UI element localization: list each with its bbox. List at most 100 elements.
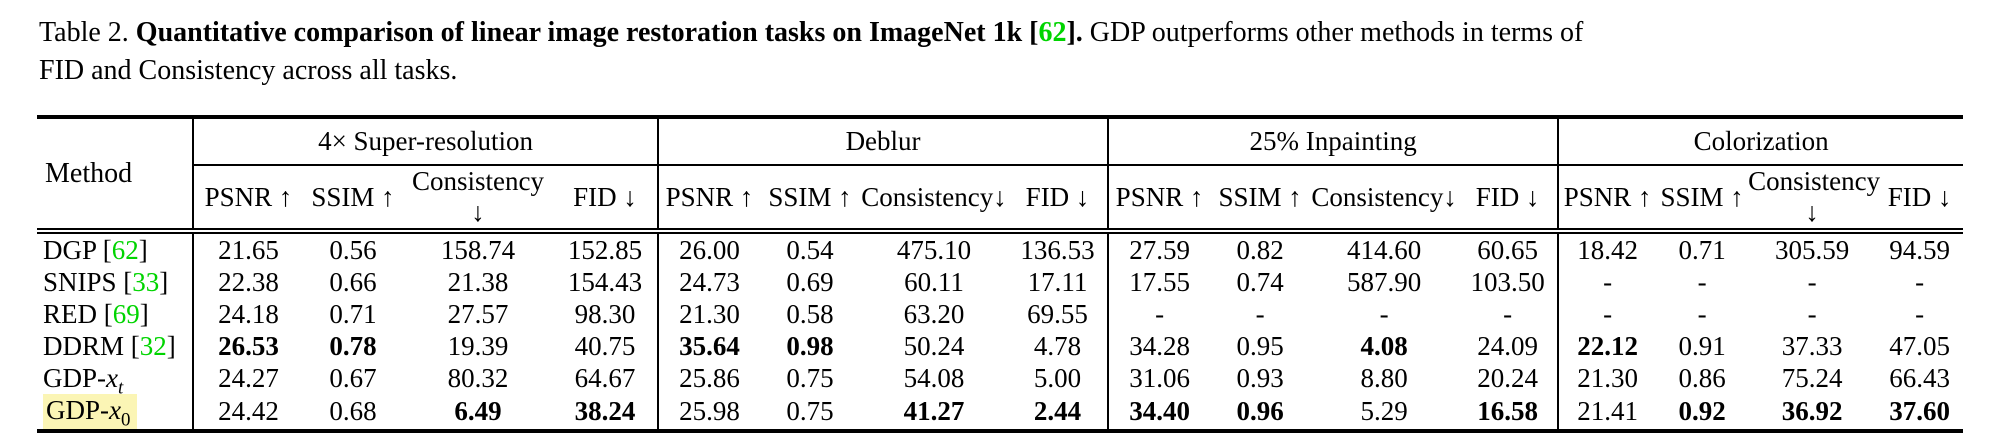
value-cell: 5.29: [1360, 396, 1408, 426]
caption-label: Table 2.: [39, 17, 136, 48]
table-caption: Table 2. Quantitative comparison of line…: [39, 14, 1963, 90]
value-cell: 27.59: [1107, 231, 1211, 266]
value-cell: 24.18: [192, 298, 303, 330]
method-label-text: DDRM [32]: [43, 330, 176, 361]
value-cell: -: [1379, 298, 1389, 329]
value-cell: 0.66: [329, 266, 377, 297]
value-cell: -: [1915, 298, 1925, 329]
value-cell: 2.44: [1033, 396, 1082, 426]
results-table: Method 4× Super-resolution Deblur 25% In…: [37, 115, 1964, 433]
value-cell: 22.12: [1557, 330, 1657, 362]
method-label: DGP [62]: [37, 231, 193, 266]
metric-header-row: PSNR ↑ SSIM ↑ Consistency ↓ FID ↓ PSNR ↑…: [37, 165, 1964, 234]
value-cell: 0.86: [1678, 362, 1726, 393]
metric-header-fid: FID ↓: [1876, 165, 1964, 234]
table-row: GDP-x0 24.42 0.68 6.49 38.24 25.98 0.75 41.27 2.…: [37, 394, 1963, 431]
citation-link: 69: [112, 298, 140, 329]
value-cell: 94.59: [1889, 234, 1951, 265]
value-cell: 0.71: [329, 298, 377, 329]
group-header-inpainting: 25% Inpainting: [1107, 117, 1559, 166]
value-cell: 20.24: [1477, 362, 1538, 393]
group-header-colorization: Colorization: [1557, 117, 1964, 166]
value-cell: 18.42: [1557, 231, 1657, 266]
value-cell: 47.05: [1889, 330, 1951, 361]
value-cell: 0.71: [1678, 234, 1726, 265]
value-cell: -: [1557, 266, 1657, 298]
value-cell: -: [1697, 266, 1707, 297]
method-label-highlighted: GDP-x0: [43, 394, 138, 429]
value-cell: 103.50: [1470, 266, 1545, 297]
value-cell: 21.30: [657, 298, 761, 330]
value-cell: 0.75: [786, 362, 834, 393]
value-cell: 75.24: [1781, 362, 1843, 393]
value-cell: 21.30: [1557, 362, 1657, 394]
value-cell: 25.86: [657, 362, 761, 394]
value-cell: 21.38: [447, 266, 509, 297]
value-cell: 0.54: [786, 234, 834, 265]
value-cell: 54.08: [903, 362, 965, 393]
value-cell: 26.00: [657, 231, 761, 266]
value-cell: 414.60: [1346, 234, 1422, 265]
metric-header-consistency: Consistency↓: [860, 165, 1009, 234]
value-cell: -: [1107, 298, 1211, 330]
value-cell: 66.43: [1889, 362, 1951, 393]
value-cell: 0.92: [1678, 396, 1726, 426]
table-row: RED [69] 24.18 0.71 27.57 98.30 21.30 0.58 63.2…: [37, 298, 1963, 330]
value-cell: 0.78: [329, 330, 377, 361]
citation-link: 33: [132, 266, 160, 297]
value-cell: 24.73: [657, 266, 761, 298]
method-label-text: DGP [62]: [43, 234, 148, 265]
metric-header-psnr: PSNR ↑: [1557, 165, 1657, 234]
value-cell: 6.49: [454, 396, 502, 426]
metric-header-psnr: PSNR ↑: [192, 165, 303, 234]
table-row: DGP [62] 21.65 0.56 158.74 152.85 26.00 0.54 47…: [37, 231, 1963, 266]
value-cell: 34.40: [1107, 394, 1211, 431]
method-label-text: RED [69]: [43, 298, 149, 329]
metric-header-consistency: Consistency↓: [1310, 165, 1459, 234]
value-cell: 37.60: [1889, 396, 1951, 426]
caption-text-line1: GDP outperforms other methods in terms o…: [1082, 17, 1584, 48]
metric-header-consistency: Consistency ↓: [1748, 165, 1880, 234]
value-cell: 0.56: [329, 234, 377, 265]
value-cell: 4.08: [1360, 330, 1408, 361]
value-cell: -: [1807, 266, 1817, 297]
value-cell: 38.24: [574, 396, 636, 426]
value-cell: 34.28: [1107, 330, 1211, 362]
value-cell: 17.11: [1027, 266, 1088, 297]
value-cell: 16.58: [1477, 396, 1538, 426]
value-cell: 64.67: [574, 362, 636, 393]
value-cell: 475.10: [896, 234, 972, 265]
method-column-header: Method: [37, 117, 193, 234]
table-row: SNIPS [33] 22.38 0.66 21.38 154.43 24.73 0.69 6…: [37, 266, 1963, 298]
value-cell: -: [1915, 266, 1925, 297]
value-cell: -: [1503, 298, 1513, 329]
value-cell: 60.11: [904, 266, 964, 297]
value-cell: 40.75: [574, 330, 636, 361]
value-cell: 21.41: [1557, 394, 1657, 431]
value-cell: -: [1255, 298, 1265, 329]
metric-header-fid: FID ↓: [553, 165, 659, 234]
value-cell: 21.65: [192, 231, 303, 266]
metric-header-psnr: PSNR ↑: [1107, 165, 1211, 234]
value-cell: 8.80: [1360, 362, 1408, 393]
table-row: DDRM [32] 26.53 0.78 19.39 40.75 35.64 0.98 50.…: [37, 330, 1963, 362]
value-cell: -: [1697, 298, 1707, 329]
citation-link: 62: [1038, 17, 1067, 48]
caption-text-line2: FID and Consistency across all tasks.: [39, 55, 458, 86]
value-cell: 31.06: [1107, 362, 1211, 394]
value-cell: 80.32: [447, 362, 509, 393]
method-label-text: SNIPS [33]: [43, 266, 169, 297]
value-cell: 305.59: [1775, 234, 1850, 265]
method-label-text: GDP-xt: [43, 362, 124, 398]
value-cell: 25.98: [657, 394, 761, 431]
group-header-deblur: Deblur: [657, 117, 1109, 166]
value-cell: 98.30: [574, 298, 636, 329]
value-cell: 136.53: [1020, 234, 1095, 265]
value-cell: 63.20: [903, 298, 965, 329]
citation-link: 62: [111, 234, 139, 265]
value-cell: 24.09: [1477, 330, 1538, 361]
value-cell: 0.67: [329, 362, 377, 393]
value-cell: 0.91: [1678, 330, 1726, 361]
value-cell: -: [1807, 298, 1817, 329]
